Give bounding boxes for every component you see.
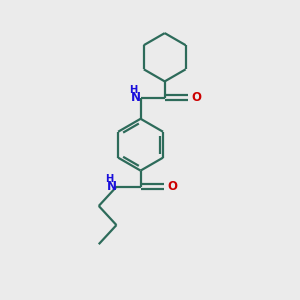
Text: N: N — [106, 180, 116, 193]
Text: N: N — [130, 91, 141, 104]
Text: O: O — [191, 91, 201, 104]
Text: O: O — [167, 180, 177, 193]
Text: H: H — [129, 85, 138, 95]
Text: H: H — [105, 174, 113, 184]
